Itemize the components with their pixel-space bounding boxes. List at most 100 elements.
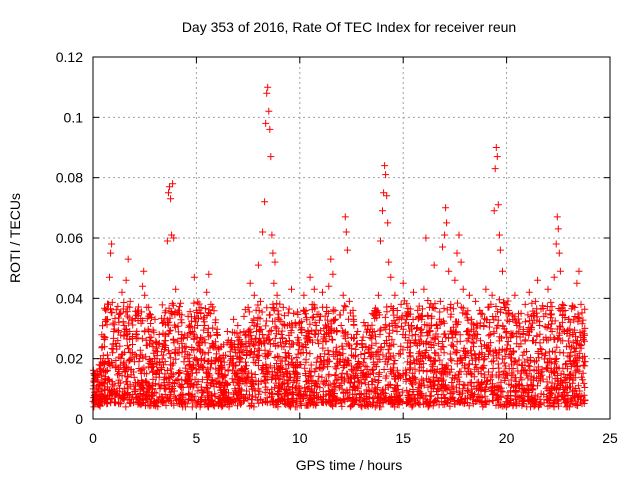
data-point bbox=[244, 303, 252, 311]
data-point bbox=[397, 300, 405, 308]
data-point bbox=[436, 297, 444, 305]
data-point bbox=[341, 213, 349, 221]
data-point bbox=[97, 379, 105, 387]
data-point bbox=[401, 334, 409, 342]
data-point bbox=[571, 303, 579, 311]
data-point bbox=[548, 328, 556, 335]
data-point bbox=[165, 189, 172, 197]
data-point bbox=[174, 349, 182, 357]
data-point bbox=[443, 219, 451, 227]
data-point bbox=[161, 337, 169, 345]
data-point bbox=[157, 364, 165, 372]
data-point bbox=[554, 225, 562, 233]
data-point bbox=[384, 219, 392, 227]
data-point bbox=[242, 331, 250, 338]
data-point bbox=[439, 243, 446, 251]
data-point bbox=[467, 315, 475, 323]
data-point bbox=[178, 331, 186, 338]
data-point bbox=[130, 358, 138, 366]
data-point bbox=[459, 285, 467, 293]
data-point bbox=[250, 291, 258, 299]
data-point bbox=[101, 373, 109, 381]
data-point bbox=[472, 297, 480, 305]
data-point bbox=[575, 267, 583, 275]
data-point bbox=[532, 297, 540, 305]
data-point bbox=[511, 291, 519, 299]
y-tick-label: 0.06 bbox=[56, 230, 83, 246]
data-point bbox=[424, 312, 432, 320]
data-point bbox=[354, 328, 362, 335]
data-point bbox=[124, 255, 132, 263]
y-axis-title: ROTI / TECUs bbox=[7, 193, 23, 283]
data-point bbox=[486, 331, 494, 338]
data-point bbox=[132, 331, 140, 338]
data-point bbox=[490, 207, 498, 215]
data-point-cloud bbox=[89, 296, 589, 411]
data-point bbox=[335, 349, 343, 357]
y-tick-label: 0.02 bbox=[56, 351, 83, 367]
data-point bbox=[345, 297, 353, 305]
data-point bbox=[399, 279, 407, 287]
data-point bbox=[240, 312, 248, 320]
data-point bbox=[314, 340, 322, 348]
data-point bbox=[565, 315, 573, 323]
data-point bbox=[275, 315, 283, 323]
data-point bbox=[356, 361, 364, 369]
data-point bbox=[143, 303, 151, 311]
data-point bbox=[542, 334, 550, 342]
data-point bbox=[90, 382, 98, 390]
data-point bbox=[569, 331, 577, 338]
data-point bbox=[426, 328, 434, 335]
data-point bbox=[122, 276, 130, 284]
data-point bbox=[279, 303, 287, 311]
data-point bbox=[455, 231, 463, 239]
data-point bbox=[319, 288, 326, 296]
data-point bbox=[254, 261, 262, 269]
data-point bbox=[186, 376, 194, 384]
data-point bbox=[567, 349, 575, 357]
data-point bbox=[474, 331, 482, 338]
data-point bbox=[503, 328, 511, 335]
data-point bbox=[362, 343, 370, 351]
data-point bbox=[209, 340, 217, 348]
x-axis: 0 5 10 15 20 25 bbox=[89, 57, 618, 446]
data-point bbox=[273, 291, 281, 299]
data-point bbox=[432, 322, 440, 329]
data-point bbox=[523, 328, 531, 335]
data-point bbox=[304, 328, 312, 335]
data-point bbox=[302, 306, 310, 314]
data-point bbox=[496, 246, 504, 254]
data-point bbox=[192, 306, 200, 314]
data-point bbox=[223, 328, 231, 335]
data-point bbox=[325, 282, 333, 290]
data-point bbox=[358, 340, 366, 348]
data-point bbox=[118, 288, 126, 296]
data-point bbox=[513, 322, 521, 329]
data-point bbox=[151, 315, 159, 323]
data-point bbox=[268, 231, 276, 239]
data-point bbox=[323, 303, 331, 311]
data-point bbox=[377, 237, 384, 245]
data-point bbox=[108, 240, 116, 248]
data-point bbox=[269, 249, 277, 257]
data-point bbox=[463, 328, 471, 335]
data-point bbox=[270, 279, 278, 287]
data-point bbox=[298, 343, 306, 351]
data-point bbox=[372, 349, 380, 357]
data-point bbox=[277, 331, 285, 338]
data-point bbox=[167, 195, 175, 203]
data-point bbox=[484, 303, 492, 311]
x-tick-label: 10 bbox=[292, 430, 308, 446]
data-point bbox=[434, 340, 442, 348]
data-point bbox=[385, 258, 393, 266]
data-point bbox=[420, 285, 428, 293]
data-point bbox=[205, 270, 213, 278]
data-point bbox=[488, 291, 496, 299]
data-point bbox=[221, 379, 229, 387]
data-point bbox=[296, 319, 304, 326]
data-point bbox=[449, 334, 457, 342]
data-point bbox=[135, 309, 142, 317]
data-point bbox=[310, 285, 318, 293]
data-point bbox=[581, 358, 589, 366]
data-point bbox=[234, 322, 242, 329]
